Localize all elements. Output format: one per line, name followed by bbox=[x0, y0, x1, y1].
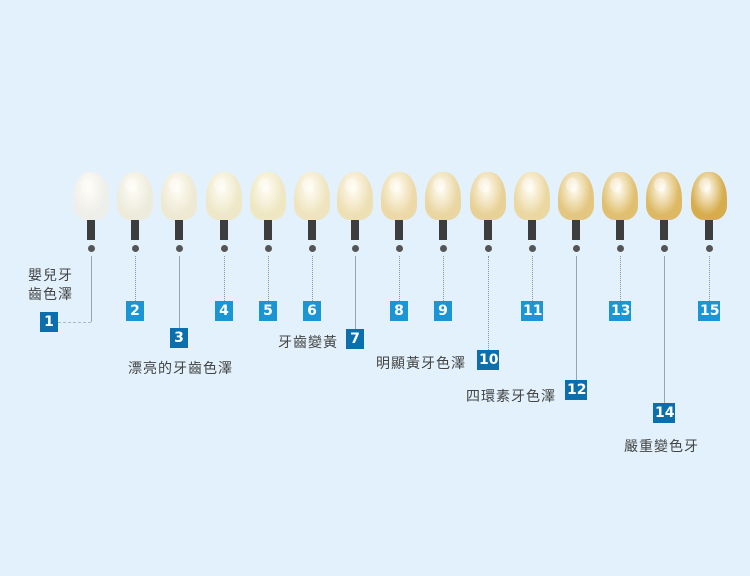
shade-number-badge-13: 13 bbox=[609, 301, 631, 321]
marker-dot bbox=[484, 245, 492, 252]
marker-dot bbox=[87, 245, 95, 252]
marker-dot bbox=[439, 245, 447, 252]
connector-line bbox=[709, 256, 710, 301]
tooth-shade-12 bbox=[558, 172, 594, 220]
tooth-stem bbox=[484, 220, 492, 240]
marker-dot bbox=[351, 245, 359, 252]
shade-number-badge-9: 9 bbox=[434, 301, 452, 321]
tooth-shade-2 bbox=[117, 172, 153, 220]
marker-dot bbox=[131, 245, 139, 252]
tooth-stem bbox=[87, 220, 95, 240]
connector-line bbox=[312, 256, 313, 301]
tooth-shade-6 bbox=[294, 172, 330, 220]
shade-number-badge-11: 11 bbox=[521, 301, 543, 321]
tooth-stem bbox=[439, 220, 447, 240]
connector-line bbox=[355, 256, 356, 329]
connector-line bbox=[620, 256, 621, 301]
connector-line bbox=[576, 256, 577, 380]
connector-line bbox=[91, 256, 92, 322]
connector-line bbox=[664, 256, 665, 403]
marker-dot bbox=[616, 245, 624, 252]
tooth-shade-1 bbox=[73, 172, 109, 220]
connector-line bbox=[443, 256, 444, 301]
tooth-stem bbox=[351, 220, 359, 240]
label-shade-1-line1: 嬰兒牙 bbox=[28, 268, 73, 284]
connector-line bbox=[399, 256, 400, 301]
marker-dot bbox=[175, 245, 183, 252]
label-shade-12: 四環素牙色澤 bbox=[466, 389, 556, 405]
tooth-shade-5 bbox=[250, 172, 286, 220]
connector-line bbox=[532, 256, 533, 301]
shade-number-badge-2: 2 bbox=[126, 301, 144, 321]
shade-number-badge-4: 4 bbox=[215, 301, 233, 321]
tooth-shade-3 bbox=[161, 172, 197, 220]
tooth-shade-15 bbox=[691, 172, 727, 220]
tooth-shade-10 bbox=[470, 172, 506, 220]
marker-dot bbox=[660, 245, 668, 252]
tooth-shade-8 bbox=[381, 172, 417, 220]
tooth-stem bbox=[308, 220, 316, 240]
tooth-stem bbox=[705, 220, 713, 240]
marker-dot bbox=[572, 245, 580, 252]
connector-line bbox=[224, 256, 225, 301]
connector-line-horizontal bbox=[58, 322, 91, 323]
tooth-stem bbox=[220, 220, 228, 240]
tooth-stem bbox=[528, 220, 536, 240]
shade-number-badge-1: 1 bbox=[40, 312, 58, 332]
label-shade-7: 牙齒變黃 bbox=[278, 335, 338, 351]
marker-dot bbox=[395, 245, 403, 252]
tooth-shade-11 bbox=[514, 172, 550, 220]
marker-dot bbox=[705, 245, 713, 252]
connector-line bbox=[268, 256, 269, 301]
tooth-stem bbox=[264, 220, 272, 240]
tooth-shade-7 bbox=[337, 172, 373, 220]
marker-dot bbox=[528, 245, 536, 252]
tooth-shade-13 bbox=[602, 172, 638, 220]
marker-dot bbox=[308, 245, 316, 252]
tooth-shade-14 bbox=[646, 172, 682, 220]
shade-number-badge-5: 5 bbox=[259, 301, 277, 321]
connector-line bbox=[488, 256, 489, 350]
tooth-stem bbox=[175, 220, 183, 240]
shade-number-badge-12: 12 bbox=[565, 380, 587, 400]
connector-line bbox=[135, 256, 136, 301]
label-shade-14: 嚴重變色牙 bbox=[624, 439, 699, 455]
marker-dot bbox=[264, 245, 272, 252]
shade-number-badge-10: 10 bbox=[477, 350, 499, 370]
shade-number-badge-3: 3 bbox=[170, 328, 188, 348]
tooth-shade-9 bbox=[425, 172, 461, 220]
connector-line bbox=[179, 256, 180, 328]
label-shade-10: 明顯黃牙色澤 bbox=[376, 356, 466, 372]
marker-dot bbox=[220, 245, 228, 252]
label-shade-3: 漂亮的牙齒色澤 bbox=[128, 361, 233, 377]
shade-number-badge-7: 7 bbox=[346, 329, 364, 349]
shade-number-badge-15: 15 bbox=[698, 301, 720, 321]
tooth-stem bbox=[660, 220, 668, 240]
shade-number-badge-14: 14 bbox=[653, 403, 675, 423]
tooth-stem bbox=[616, 220, 624, 240]
tooth-shade-4 bbox=[206, 172, 242, 220]
tooth-stem bbox=[572, 220, 580, 240]
shade-number-badge-6: 6 bbox=[303, 301, 321, 321]
tooth-stem bbox=[395, 220, 403, 240]
label-shade-1-line2: 齒色澤 bbox=[28, 287, 73, 303]
tooth-stem bbox=[131, 220, 139, 240]
shade-number-badge-8: 8 bbox=[390, 301, 408, 321]
